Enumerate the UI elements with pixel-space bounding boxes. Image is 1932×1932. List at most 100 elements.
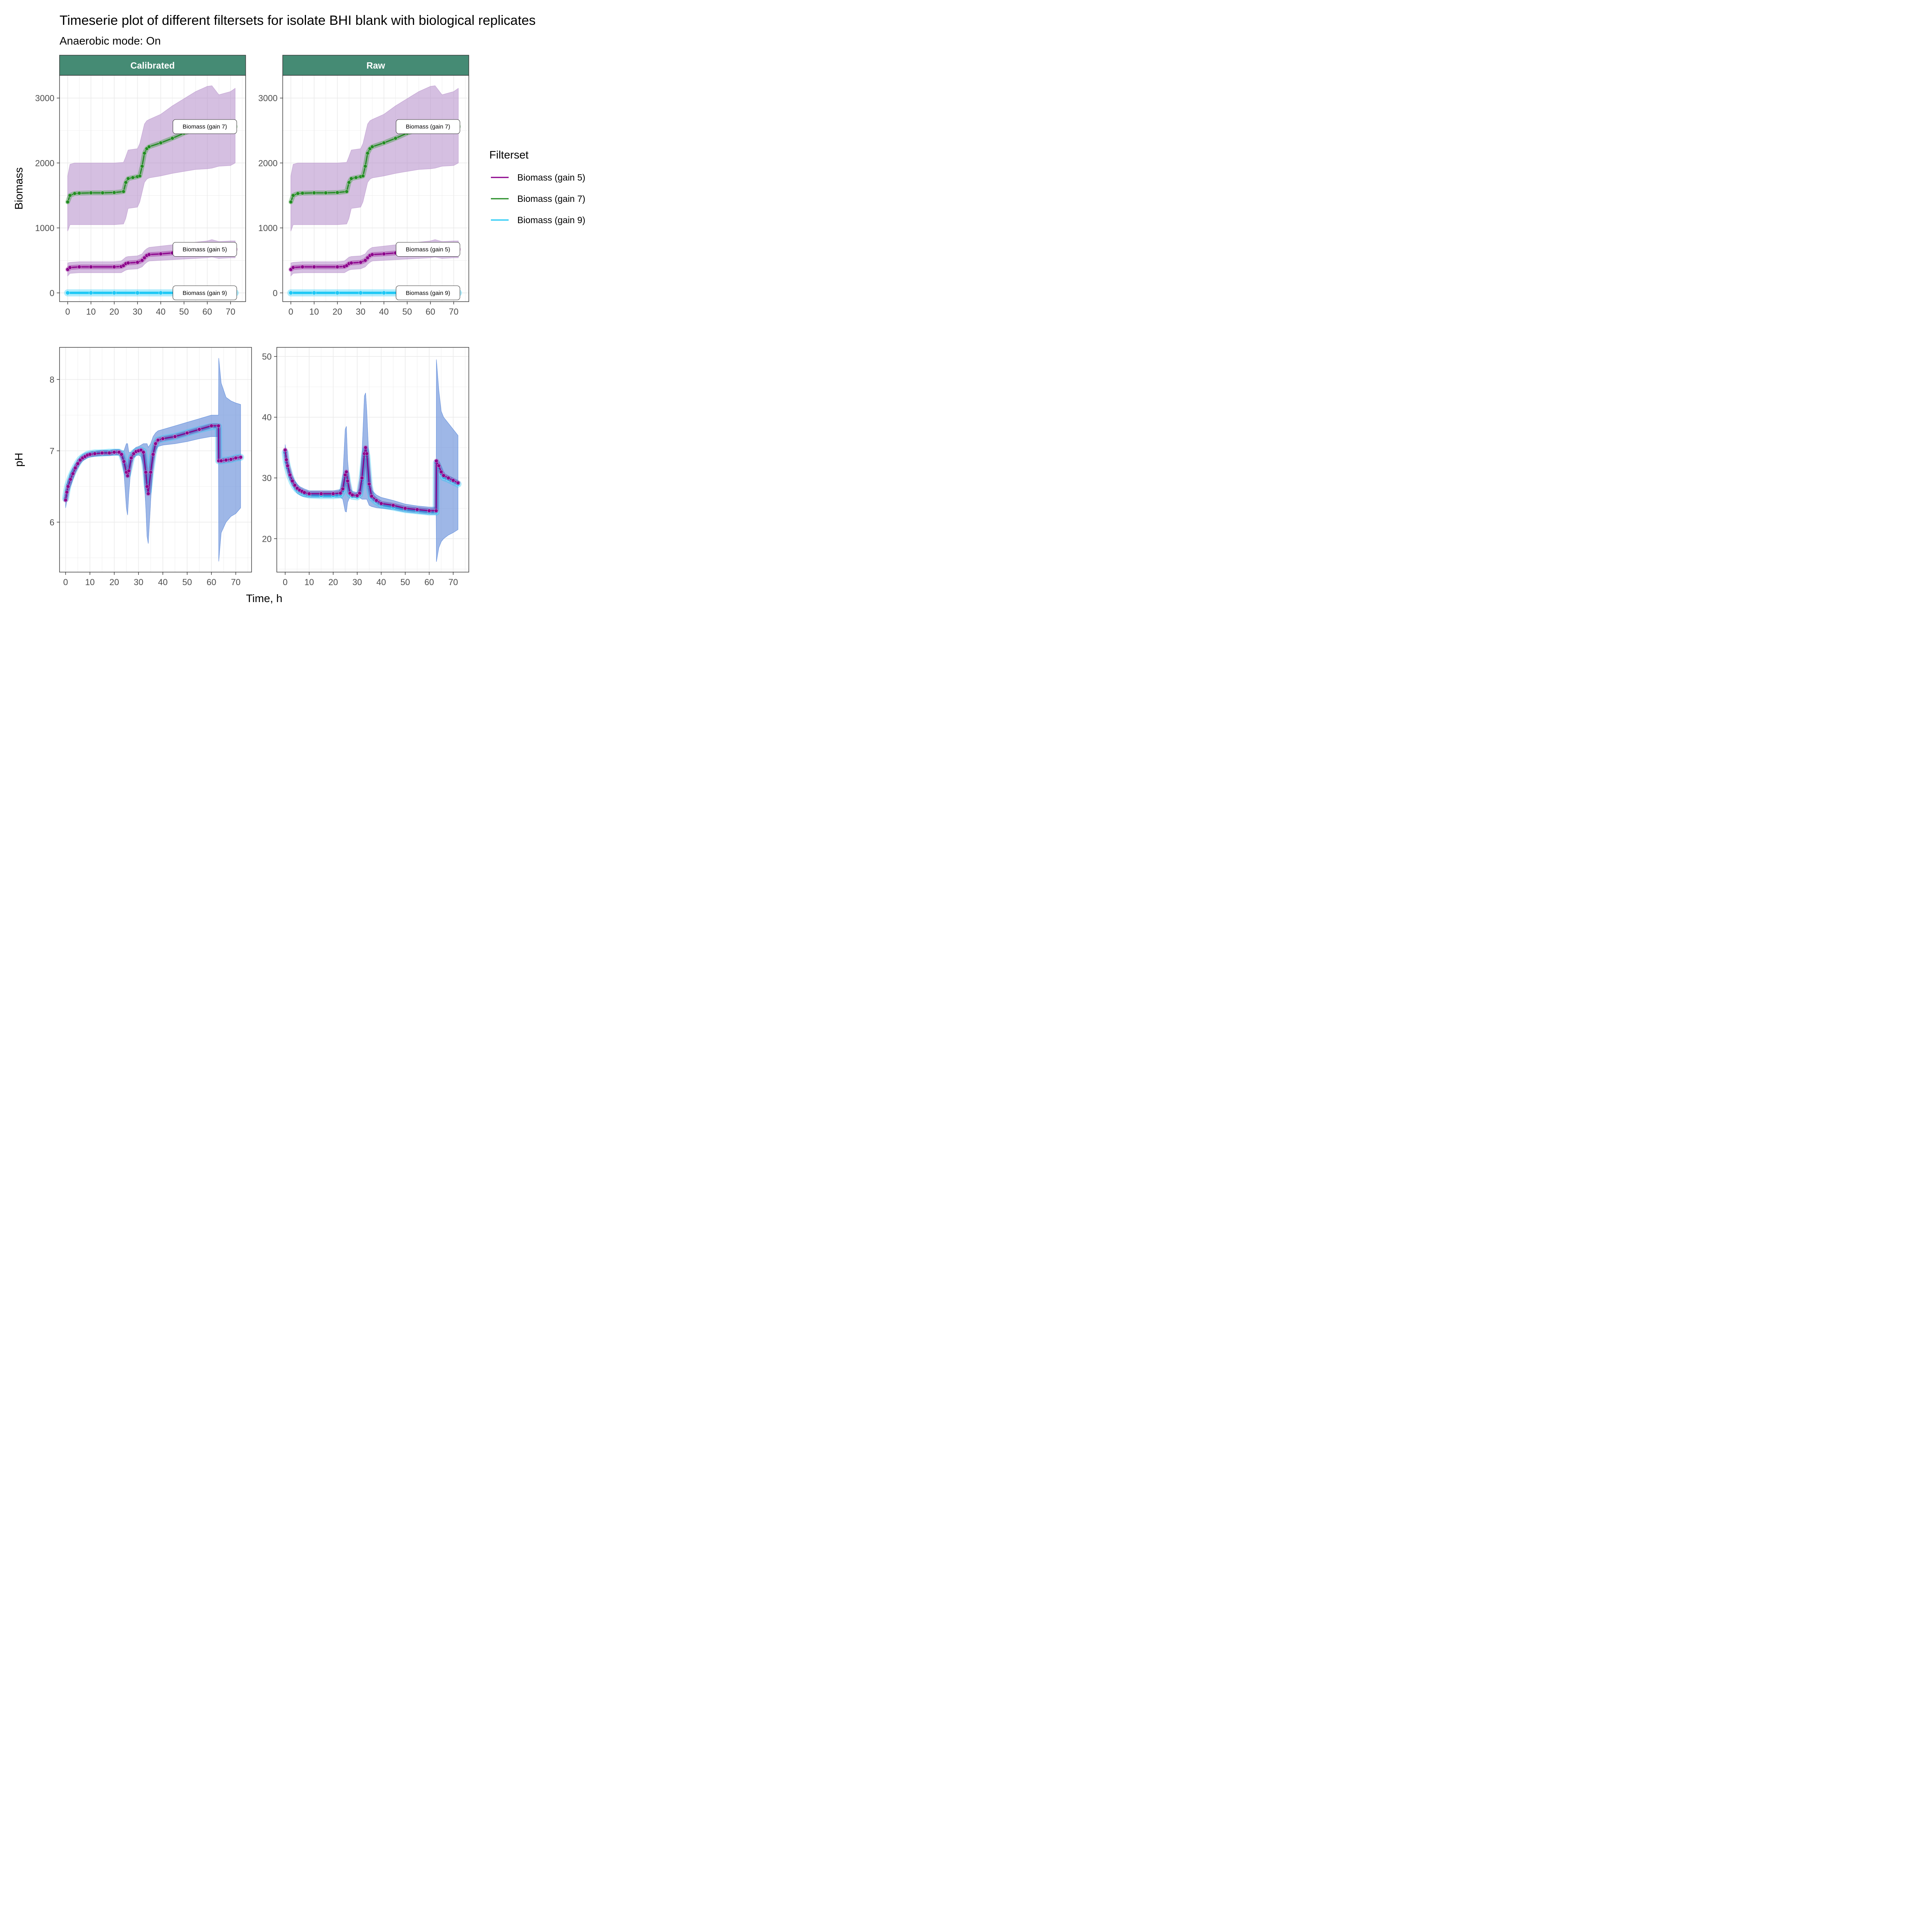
x-tick-label: 40	[379, 307, 388, 317]
data-point	[374, 498, 379, 503]
data-point	[126, 261, 130, 265]
data-point	[156, 438, 160, 442]
legend-label: Biomass (gain 7)	[517, 194, 586, 204]
series-label-box	[396, 242, 460, 257]
data-point	[350, 493, 354, 497]
y-tick-label: 7	[50, 446, 54, 456]
data-point	[434, 459, 438, 463]
data-point	[127, 469, 131, 473]
data-point	[135, 260, 140, 265]
data-point	[347, 180, 351, 185]
x-tick-label: 0	[63, 577, 68, 587]
data-point	[112, 190, 116, 195]
series-label-text: Biomass (gain 7)	[183, 123, 227, 130]
data-point	[319, 492, 323, 496]
series-label-box	[173, 285, 237, 300]
data-point	[363, 258, 367, 263]
panel-border	[59, 347, 252, 573]
series-label-text: Biomass (gain 7)	[406, 123, 450, 130]
data-point	[93, 451, 97, 456]
chart-subtitle: Anaerobic mode: On	[60, 35, 161, 47]
y-tick-label: 40	[262, 412, 272, 422]
panels: Biomass (gain 5) Biomass (gain 7) Biomass …	[13, 55, 469, 587]
data-point	[446, 476, 451, 480]
gridlines	[277, 347, 469, 572]
data-point	[153, 442, 158, 446]
data-point	[141, 450, 145, 454]
data-point	[283, 448, 287, 452]
data-point	[239, 455, 243, 459]
legend-label: Biomass (gain 5)	[517, 172, 586, 183]
y-tick-label: 50	[262, 352, 272, 362]
x-tick-label: 0	[65, 307, 70, 317]
data-point	[145, 484, 149, 489]
data-point	[344, 470, 349, 474]
data-point	[358, 291, 363, 295]
data-point	[291, 265, 295, 270]
series-label-text: Biomass (gain 5)	[406, 246, 450, 253]
x-tick-label: 20	[328, 577, 338, 587]
data-point	[147, 252, 151, 257]
series-label-text: Biomass (gain 5)	[183, 246, 227, 253]
data-point	[139, 448, 143, 452]
data-point	[135, 291, 140, 295]
data-point	[142, 151, 147, 155]
y-tick-label: 30	[262, 473, 272, 483]
x-tick-label: 70	[231, 577, 241, 587]
data-point	[140, 258, 144, 263]
data-point	[355, 493, 359, 498]
x-tick-label: 0	[289, 307, 293, 317]
y-tick-label: 2000	[258, 158, 278, 168]
x-tick-label: 10	[86, 307, 95, 317]
data-point	[124, 180, 128, 185]
data-point	[66, 484, 70, 489]
data-point	[68, 193, 72, 198]
x-tick-label: 30	[356, 307, 365, 317]
data-point	[300, 265, 305, 269]
data-point	[119, 452, 124, 457]
data-point	[129, 456, 133, 460]
data-point	[300, 191, 305, 195]
strip-raw	[282, 55, 469, 76]
legend-entry: Biomass (gain 5)	[491, 172, 586, 183]
x-tick-label: 70	[226, 307, 235, 317]
data-point	[161, 436, 165, 441]
data-point	[370, 252, 375, 257]
data-point	[403, 506, 407, 511]
data-point	[112, 450, 116, 454]
series-label: Biomass (gain 5)	[173, 242, 237, 257]
data-point	[65, 200, 70, 204]
data-point	[101, 191, 105, 195]
y-tick-label: 3000	[35, 93, 54, 103]
data-point	[112, 265, 116, 269]
y-tick-label: 0	[50, 288, 54, 298]
y-tick-label: 6	[50, 517, 54, 527]
data-point	[121, 189, 126, 194]
data-point	[391, 503, 395, 507]
data-point	[140, 164, 144, 168]
data-point	[89, 191, 93, 195]
data-point	[170, 136, 175, 140]
data-point	[289, 291, 293, 295]
x-tick-label: 10	[309, 307, 319, 317]
data-point	[366, 255, 370, 260]
data-point	[185, 431, 189, 435]
x-axis-title: Time, h	[246, 592, 282, 604]
data-point	[77, 265, 82, 269]
chart-title: Timeserie plot of different filtersets f…	[60, 13, 536, 28]
x-tick-label: 40	[158, 577, 168, 587]
data-point	[335, 190, 339, 195]
data-point	[312, 191, 316, 195]
x-tick-label: 60	[425, 307, 435, 317]
x-tick-label: 20	[109, 577, 119, 587]
data-point	[142, 255, 147, 260]
data-point	[65, 291, 70, 295]
series-label-box	[396, 119, 460, 134]
x-tick-label: 60	[202, 307, 212, 317]
data-point	[335, 265, 339, 269]
y-axis-title: pH	[13, 453, 25, 467]
data-point	[312, 265, 316, 269]
data-point	[112, 291, 117, 295]
x-tick-label: 60	[207, 577, 216, 587]
data-point	[216, 424, 221, 428]
